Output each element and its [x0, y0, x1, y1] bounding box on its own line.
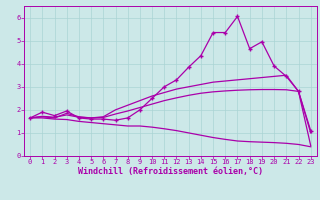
- X-axis label: Windchill (Refroidissement éolien,°C): Windchill (Refroidissement éolien,°C): [78, 167, 263, 176]
